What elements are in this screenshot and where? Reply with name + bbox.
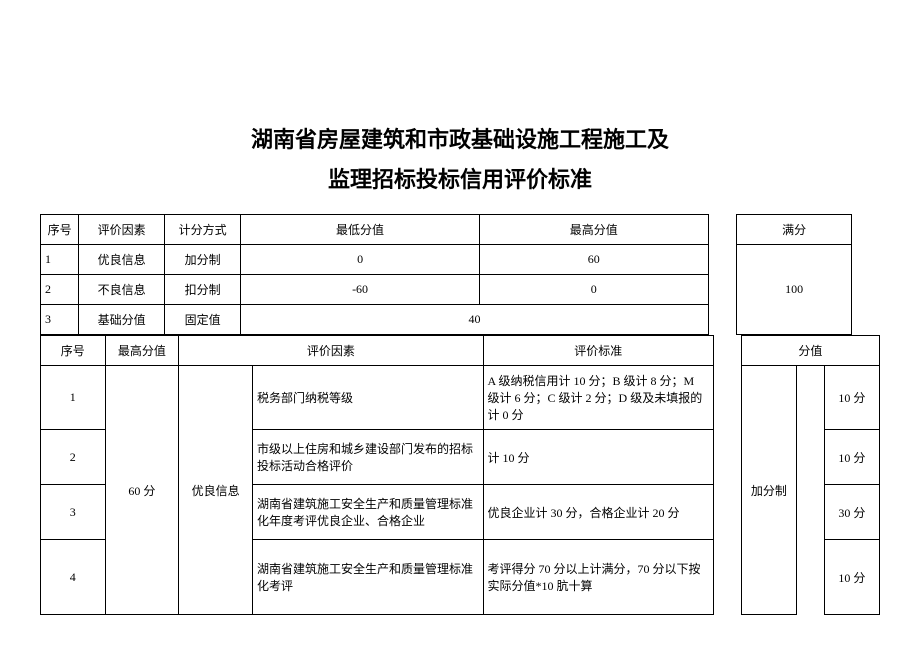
cell-factor: 优良信息 (79, 245, 165, 275)
cell-score: 10 分 (824, 540, 879, 615)
table-header-row: 序号 最高分值 评价因素 评价标准 分值 (41, 336, 880, 366)
title-line-2: 监理招标投标信用评价标准 (40, 160, 880, 200)
cell-full-score: 100 (737, 245, 851, 335)
cell-category: 优良信息 (179, 366, 253, 615)
header-factor: 评价因素 (79, 215, 165, 245)
spacer-cell (714, 366, 742, 615)
summary-table: 序号 评价因素 计分方式 最低分值 最高分值 满分 1 优良信息 加分制 0 6… (40, 214, 880, 335)
spacer-cell (708, 245, 737, 335)
cell-standard: 优良企业计 30 分，合格企业计 20 分 (483, 485, 714, 540)
header-seq: 序号 (41, 215, 79, 245)
table-row: 1 优良信息 加分制 0 60 100 (41, 245, 881, 275)
cell-seq: 3 (41, 485, 106, 540)
header-standard: 评价标准 (483, 336, 714, 366)
table-row: 1 60 分 优良信息 税务部门纳税等级 A 级纳税信用计 10 分；B 级计 … (41, 366, 880, 430)
cell-factor: 基础分值 (79, 305, 165, 335)
cell-seq: 2 (41, 275, 79, 305)
cell-factor: 湖南省建筑施工安全生产和质量管理标准化年度考评优良企业、合格企业 (253, 485, 484, 540)
cell-seq: 4 (41, 540, 106, 615)
header-full: 满分 (737, 215, 851, 245)
header-max: 最高分值 (479, 215, 708, 245)
spacer-cell (708, 215, 737, 245)
header-score: 分值 (741, 336, 879, 366)
cell-seq: 1 (41, 245, 79, 275)
spacer-cell (797, 366, 825, 615)
cell-method: 固定值 (165, 305, 241, 335)
cell-standard: 计 10 分 (483, 430, 714, 485)
header-seq: 序号 (41, 336, 106, 366)
document-title: 湖南省房屋建筑和市政基础设施工程施工及 监理招标投标信用评价标准 (40, 120, 880, 199)
cell-factor: 不良信息 (79, 275, 165, 305)
cell-method: 扣分制 (165, 275, 241, 305)
cell-merged: 40 (241, 305, 708, 335)
spacer-cell (851, 215, 880, 245)
detail-table: 序号 最高分值 评价因素 评价标准 分值 1 60 分 优良信息 税务部门纳税等… (40, 335, 880, 615)
spacer-cell (851, 245, 880, 335)
cell-max-value: 60 分 (105, 366, 179, 615)
cell-seq: 1 (41, 366, 106, 430)
header-method: 计分方式 (165, 215, 241, 245)
cell-factor: 市级以上住房和城乡建设部门发布的招标投标活动合格评价 (253, 430, 484, 485)
cell-max: 0 (479, 275, 708, 305)
cell-min: 0 (241, 245, 480, 275)
title-line-1: 湖南省房屋建筑和市政基础设施工程施工及 (40, 120, 880, 160)
cell-factor: 湖南省建筑施工安全生产和质量管理标准化考评 (253, 540, 484, 615)
spacer-cell (714, 336, 742, 366)
cell-seq: 2 (41, 430, 106, 485)
cell-standard: 考评得分 70 分以上计满分，70 分以下按实际分值*10 肮十算 (483, 540, 714, 615)
cell-score: 10 分 (824, 430, 879, 485)
header-factor: 评价因素 (179, 336, 483, 366)
cell-seq: 3 (41, 305, 79, 335)
cell-score: 10 分 (824, 366, 879, 430)
header-min: 最低分值 (241, 215, 480, 245)
cell-max: 60 (479, 245, 708, 275)
header-max: 最高分值 (105, 336, 179, 366)
cell-standard: A 级纳税信用计 10 分；B 级计 8 分；M 级计 6 分；C 级计 2 分… (483, 366, 714, 430)
cell-factor: 税务部门纳税等级 (253, 366, 484, 430)
table-header-row: 序号 评价因素 计分方式 最低分值 最高分值 满分 (41, 215, 881, 245)
cell-method: 加分制 (165, 245, 241, 275)
cell-min: -60 (241, 275, 480, 305)
cell-score: 30 分 (824, 485, 879, 540)
cell-method: 加分制 (741, 366, 796, 615)
